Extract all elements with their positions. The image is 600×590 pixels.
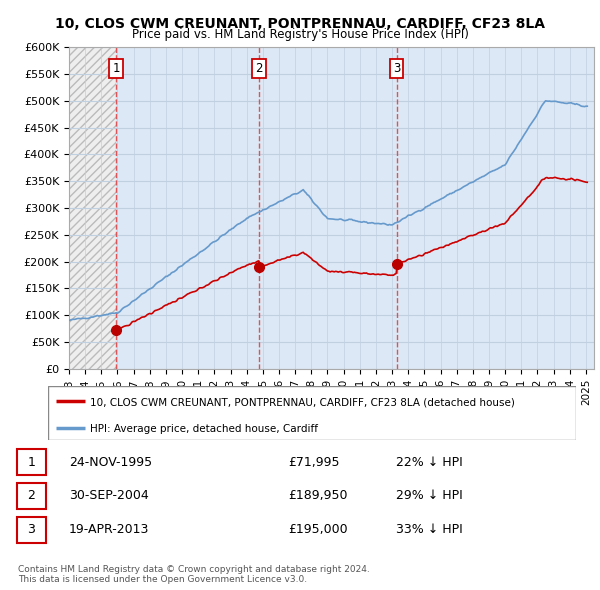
Text: 10, CLOS CWM CREUNANT, PONTPRENNAU, CARDIFF, CF23 8LA (detached house): 10, CLOS CWM CREUNANT, PONTPRENNAU, CARD… xyxy=(90,398,515,407)
Text: 2: 2 xyxy=(255,61,263,74)
Text: 30-SEP-2004: 30-SEP-2004 xyxy=(69,489,149,503)
Text: 10, CLOS CWM CREUNANT, PONTPRENNAU, CARDIFF, CF23 8LA: 10, CLOS CWM CREUNANT, PONTPRENNAU, CARD… xyxy=(55,17,545,31)
Text: 33% ↓ HPI: 33% ↓ HPI xyxy=(396,523,463,536)
Text: Price paid vs. HM Land Registry's House Price Index (HPI): Price paid vs. HM Land Registry's House … xyxy=(131,28,469,41)
Text: HPI: Average price, detached house, Cardiff: HPI: Average price, detached house, Card… xyxy=(90,424,318,434)
Text: £195,000: £195,000 xyxy=(288,523,347,536)
Text: 3: 3 xyxy=(393,61,400,74)
Text: £71,995: £71,995 xyxy=(288,455,340,469)
Text: 1: 1 xyxy=(27,455,35,469)
Text: 29% ↓ HPI: 29% ↓ HPI xyxy=(396,489,463,503)
FancyBboxPatch shape xyxy=(48,386,576,440)
Text: 2: 2 xyxy=(27,489,35,503)
Text: 3: 3 xyxy=(27,523,35,536)
Text: 19-APR-2013: 19-APR-2013 xyxy=(69,523,149,536)
Text: 24-NOV-1995: 24-NOV-1995 xyxy=(69,455,152,469)
Bar xyxy=(69,47,116,369)
Text: £189,950: £189,950 xyxy=(288,489,347,503)
Text: Contains HM Land Registry data © Crown copyright and database right 2024.
This d: Contains HM Land Registry data © Crown c… xyxy=(18,565,370,584)
Text: 1: 1 xyxy=(112,61,120,74)
Bar xyxy=(69,47,116,369)
Text: 22% ↓ HPI: 22% ↓ HPI xyxy=(396,455,463,469)
